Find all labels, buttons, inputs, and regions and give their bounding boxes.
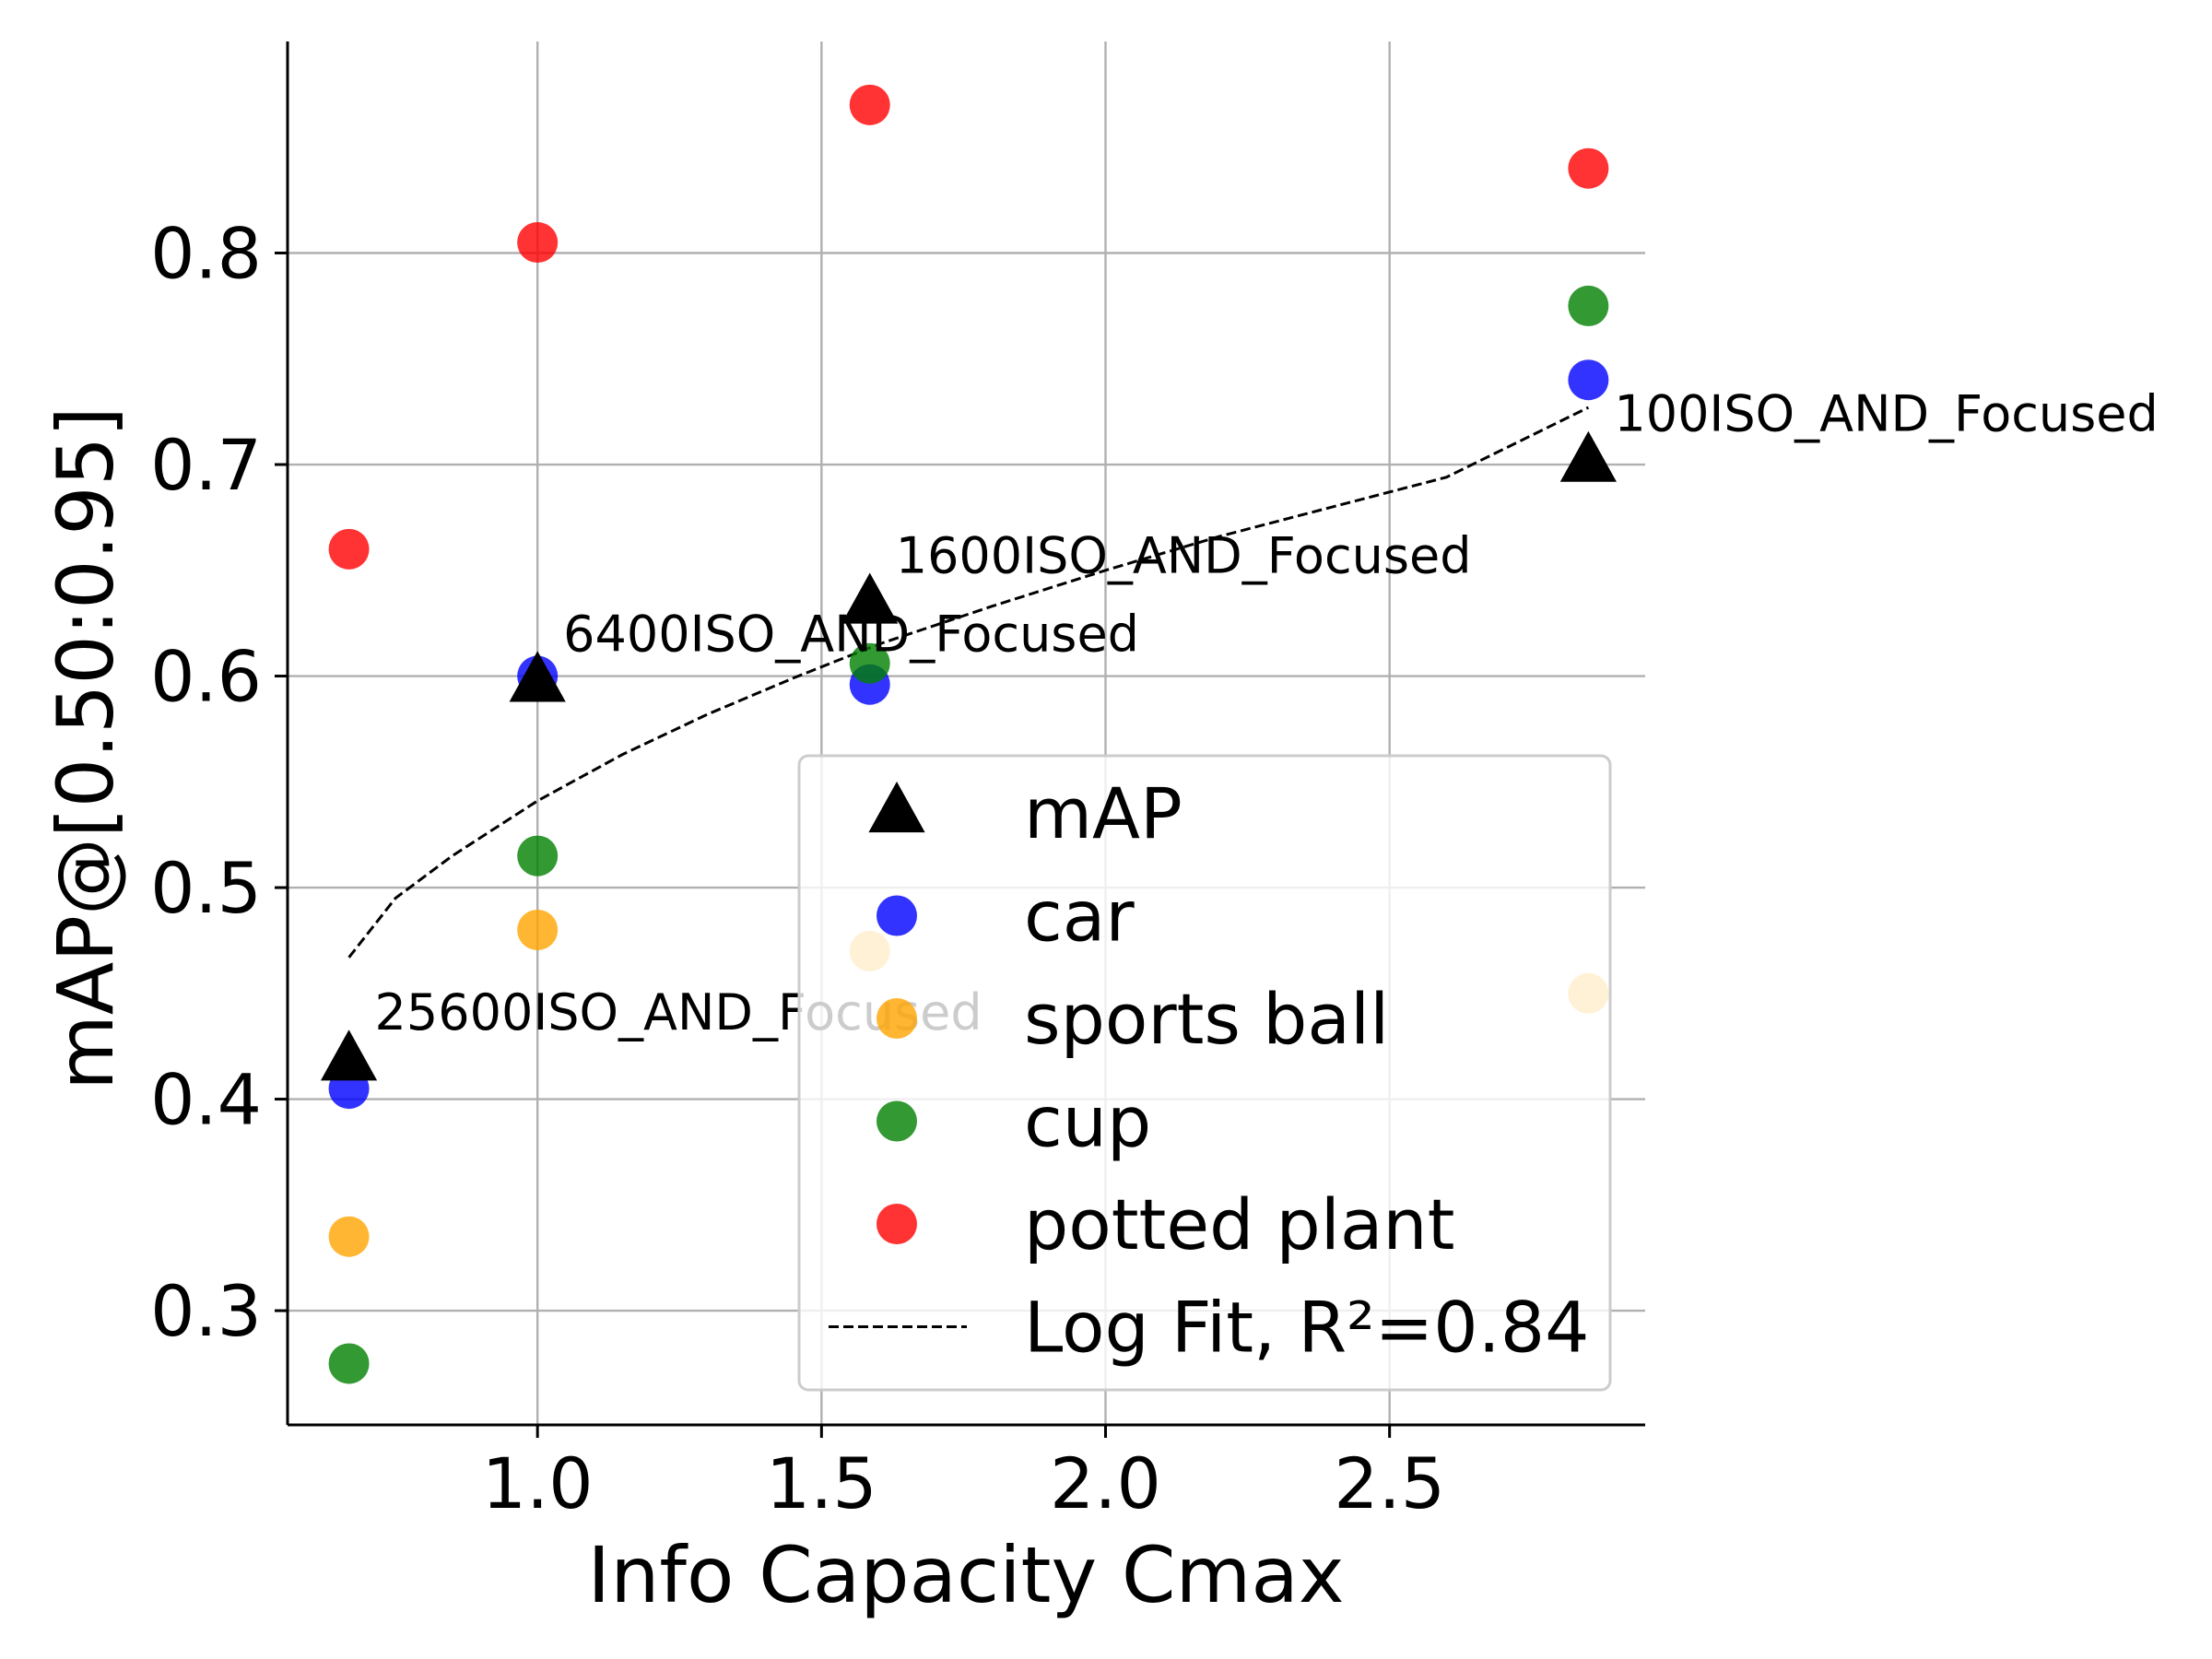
axes	[286, 41, 1645, 1427]
y-axis-label: mAP@[0.50:0.95]	[41, 406, 131, 1090]
axis-ticks: 1.0 1.5 2.0 2.5 0.3 0.4 0.5 0.6 0.7 0.8	[150, 213, 1445, 1524]
x-tick-label: 1.0	[482, 1442, 594, 1524]
point-cup	[1568, 285, 1609, 326]
point-cup	[328, 1343, 370, 1384]
legend-label: mAP	[1024, 772, 1182, 854]
point-cup	[849, 642, 890, 684]
legend: mAP car sports ball cup potted plant Log Fit,…	[797, 754, 1612, 1392]
x-axis-label: Info Capacity Cmax	[587, 1530, 1344, 1620]
point-sports-ball	[517, 909, 559, 950]
legend-label: car	[1024, 876, 1135, 958]
annotation-label: 6400ISO_AND_Focused	[563, 605, 1139, 663]
point-potted-plant	[328, 528, 370, 570]
legend-marker-car	[877, 895, 917, 936]
legend-label: cup	[1024, 1081, 1151, 1163]
legend-box	[797, 754, 1612, 1392]
legend-label: Log Fit, R²=0.84	[1024, 1287, 1590, 1369]
point-sports-ball	[328, 1216, 370, 1257]
legend-label: sports ball	[1024, 978, 1389, 1060]
point-car	[1568, 359, 1609, 401]
legend-marker-cup	[877, 1100, 917, 1142]
point-mAP	[509, 651, 566, 702]
annotation-label: 1600ISO_AND_Focused	[896, 526, 1472, 584]
y-tick-label: 0.4	[150, 1059, 262, 1141]
point-mAP	[841, 572, 899, 624]
point-potted-plant	[849, 84, 890, 125]
y-tick-label: 0.8	[150, 213, 262, 295]
annotation-label: 100ISO_AND_Focused	[1614, 385, 2158, 443]
log-fit-layer	[347, 406, 1590, 959]
point-cup	[517, 835, 559, 877]
legend-marker-mAP	[868, 782, 925, 833]
x-tick-label: 2.5	[1334, 1442, 1445, 1524]
legend-label: potted plant	[1024, 1183, 1454, 1265]
y-tick-label: 0.5	[150, 847, 262, 929]
point-mAP	[1559, 430, 1617, 482]
y-tick-label: 0.6	[150, 636, 262, 718]
y-tick-label: 0.7	[150, 424, 262, 506]
log-fit-line	[347, 406, 1590, 959]
x-tick-label: 1.5	[766, 1442, 877, 1524]
y-tick-label: 0.3	[150, 1270, 262, 1352]
legend-marker-potted-plant	[877, 1204, 917, 1244]
legend-marker-sports-ball	[877, 998, 917, 1039]
point-mAP	[320, 1030, 378, 1081]
x-tick-label: 2.0	[1050, 1442, 1161, 1524]
point-potted-plant	[1568, 147, 1609, 189]
point-potted-plant	[517, 222, 559, 264]
